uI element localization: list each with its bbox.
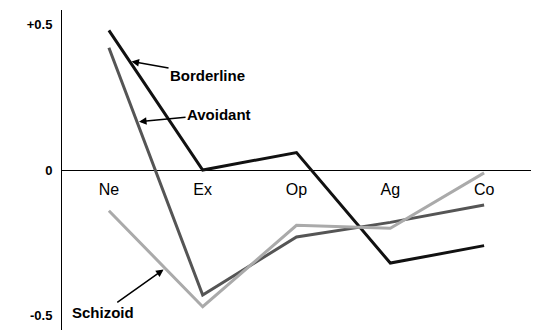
svg-text:Borderline: Borderline (170, 67, 245, 84)
svg-text:Ex: Ex (193, 181, 212, 198)
svg-text:Co: Co (474, 181, 495, 198)
svg-text:Ag: Ag (381, 181, 401, 198)
svg-text:Ne: Ne (99, 181, 120, 198)
svg-text:-0.5: -0.5 (30, 308, 52, 323)
svg-text:0: 0 (45, 163, 52, 178)
svg-text:+0.5: +0.5 (27, 17, 53, 32)
svg-text:Schizoid: Schizoid (72, 304, 134, 321)
svg-text:Avoidant: Avoidant (187, 106, 251, 123)
svg-text:Op: Op (286, 181, 307, 198)
